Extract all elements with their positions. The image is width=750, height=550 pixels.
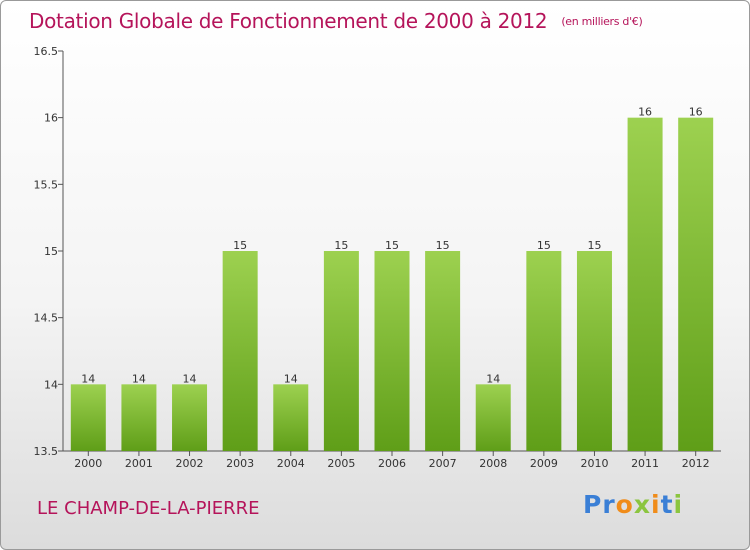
bar — [475, 384, 511, 451]
data-label: 14 — [486, 372, 500, 385]
data-label: 14 — [183, 372, 197, 385]
chart-unit: (en milliers d'€) — [561, 15, 643, 28]
y-tick-label: 13.5 — [34, 445, 59, 458]
bar — [678, 117, 714, 452]
bar — [374, 251, 410, 451]
data-label: 16 — [638, 106, 652, 119]
x-tick-label: 2006 — [378, 457, 406, 470]
x-tick-label: 2005 — [327, 457, 355, 470]
proxiti-logo[interactable]: Proxiti — [583, 490, 684, 519]
data-label: 15 — [233, 239, 247, 252]
x-tick-label: 2000 — [74, 457, 102, 470]
data-label: 15 — [537, 239, 551, 252]
bar — [273, 384, 309, 451]
bar — [222, 251, 258, 451]
data-label: 14 — [81, 372, 95, 385]
data-label: 15 — [436, 239, 450, 252]
x-tick-label: 2001 — [125, 457, 153, 470]
data-label: 15 — [385, 239, 399, 252]
data-label: 16 — [689, 106, 703, 119]
bar — [70, 384, 106, 451]
data-label: 14 — [284, 372, 298, 385]
x-tick-label: 2011 — [631, 457, 659, 470]
commune-name: LE CHAMP-DE-LA-PIERRE — [37, 498, 260, 519]
data-label: 15 — [334, 239, 348, 252]
x-tick-label: 2003 — [226, 457, 254, 470]
x-tick-label: 2007 — [429, 457, 457, 470]
data-label: 15 — [587, 239, 601, 252]
y-tick-label: 16 — [44, 112, 58, 125]
chart-title-text: Dotation Globale de Fonctionnement de 20… — [29, 9, 548, 33]
bar — [576, 251, 612, 451]
x-tick-label: 2004 — [277, 457, 305, 470]
bar — [121, 384, 157, 451]
y-tick-label: 16.5 — [34, 45, 59, 58]
x-tick-label: 2012 — [682, 457, 710, 470]
chart-title: Dotation Globale de Fonctionnement de 20… — [29, 9, 643, 33]
x-tick-label: 2002 — [176, 457, 204, 470]
x-tick-label: 2010 — [580, 457, 608, 470]
bar — [425, 251, 461, 451]
y-tick-label: 14.5 — [34, 312, 59, 325]
bar — [627, 117, 663, 452]
y-tick-label: 14 — [44, 378, 58, 391]
chart-labels: 14 2000 14 2001 14 2002 15 2003 14 2004 15 2005 15 20… — [74, 106, 709, 470]
x-tick-label: 2008 — [479, 457, 507, 470]
bar — [323, 251, 359, 451]
data-label: 14 — [132, 372, 146, 385]
chart-bars — [70, 117, 714, 452]
y-tick-label: 15 — [44, 245, 58, 258]
y-tick-label: 15.5 — [34, 178, 59, 191]
bar — [172, 384, 208, 451]
x-tick-label: 2009 — [530, 457, 558, 470]
bar — [526, 251, 562, 451]
